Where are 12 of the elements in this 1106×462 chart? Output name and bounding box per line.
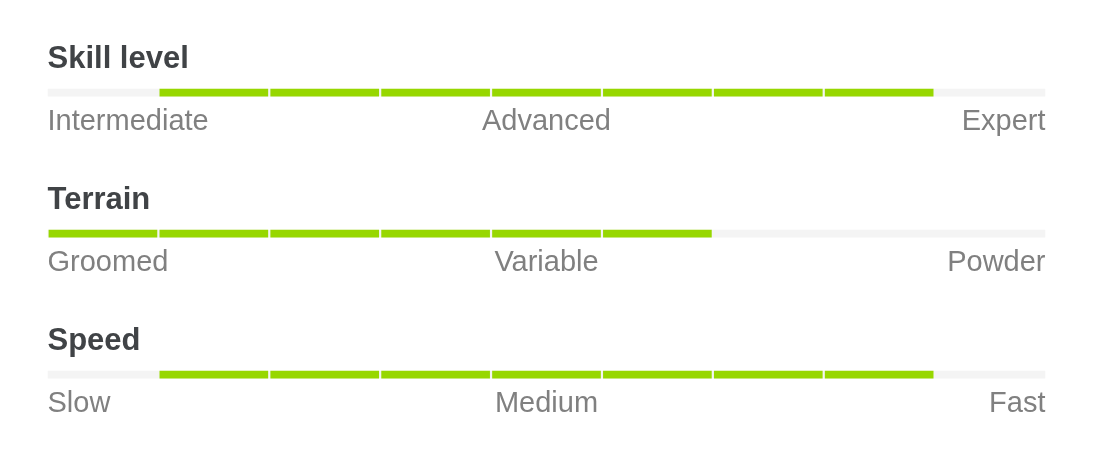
x-tick-label: Powder	[947, 244, 1046, 277]
chart-title: Terrain	[47, 181, 151, 216]
x-tick-label: Slow	[47, 385, 112, 418]
x-tick-label: Fast	[989, 385, 1046, 418]
x-tick-label: Expert	[961, 103, 1046, 136]
chart-title: Speed	[47, 322, 141, 357]
x-tick-label: Advanced	[482, 103, 612, 136]
x-tick-label: Variable	[494, 244, 599, 277]
x-tick-label: Medium	[494, 385, 599, 418]
x-tick-label: Groomed	[47, 244, 169, 277]
x-tick-label: Intermediate	[47, 103, 209, 136]
chart-title: Skill level	[47, 40, 189, 75]
